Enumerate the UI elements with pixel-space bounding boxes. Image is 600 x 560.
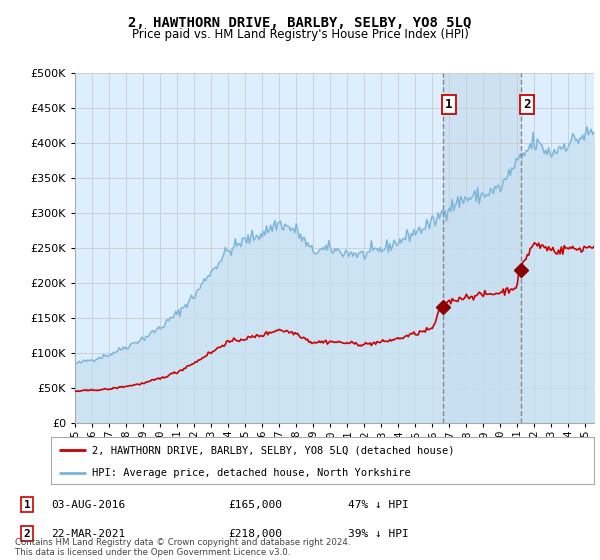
- Bar: [443, 73, 521, 423]
- Text: £165,000: £165,000: [228, 500, 282, 510]
- Text: 22-MAR-2021: 22-MAR-2021: [51, 529, 125, 539]
- Text: 2, HAWTHORN DRIVE, BARLBY, SELBY, YO8 5LQ (detached house): 2, HAWTHORN DRIVE, BARLBY, SELBY, YO8 5L…: [92, 445, 454, 455]
- Text: HPI: Average price, detached house, North Yorkshire: HPI: Average price, detached house, Nort…: [92, 468, 410, 478]
- Text: 47% ↓ HPI: 47% ↓ HPI: [348, 500, 409, 510]
- Text: £218,000: £218,000: [228, 529, 282, 539]
- Text: 39% ↓ HPI: 39% ↓ HPI: [348, 529, 409, 539]
- Text: 1: 1: [23, 500, 31, 510]
- Text: 2: 2: [23, 529, 31, 539]
- Text: 2, HAWTHORN DRIVE, BARLBY, SELBY, YO8 5LQ: 2, HAWTHORN DRIVE, BARLBY, SELBY, YO8 5L…: [128, 16, 472, 30]
- Text: Contains HM Land Registry data © Crown copyright and database right 2024.
This d: Contains HM Land Registry data © Crown c…: [15, 538, 350, 557]
- Text: 2: 2: [523, 98, 531, 111]
- Text: Price paid vs. HM Land Registry's House Price Index (HPI): Price paid vs. HM Land Registry's House …: [131, 28, 469, 41]
- Text: 1: 1: [445, 98, 452, 111]
- Text: 03-AUG-2016: 03-AUG-2016: [51, 500, 125, 510]
